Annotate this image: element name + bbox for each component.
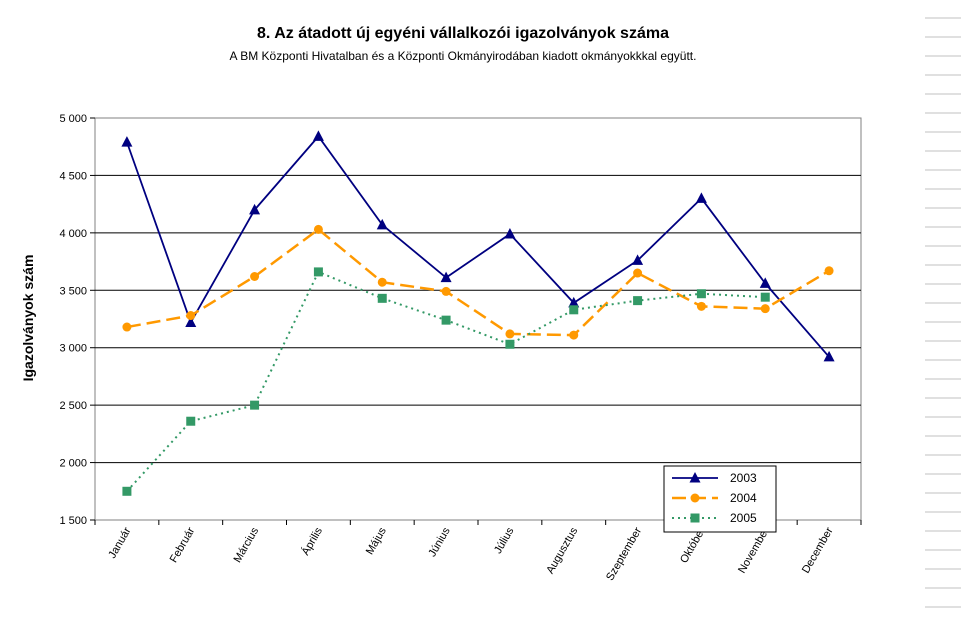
data-point bbox=[569, 305, 579, 315]
y-tick-label: 2 000 bbox=[59, 458, 87, 470]
data-point bbox=[313, 267, 323, 277]
data-point bbox=[632, 254, 644, 265]
y-tick-label: 2 500 bbox=[59, 400, 87, 412]
data-point bbox=[376, 218, 388, 230]
data-point bbox=[186, 416, 196, 426]
x-tick-label: Január bbox=[106, 525, 133, 560]
data-point bbox=[824, 266, 834, 276]
data-point bbox=[633, 296, 643, 306]
data-point bbox=[504, 228, 516, 239]
data-point bbox=[505, 329, 515, 339]
data-point bbox=[760, 304, 770, 314]
legend-marker bbox=[689, 472, 701, 483]
data-point bbox=[759, 277, 771, 288]
data-point bbox=[186, 311, 196, 321]
data-point bbox=[441, 286, 451, 296]
legend-label: 2004 bbox=[730, 491, 757, 505]
x-tick-label: Augusztus bbox=[544, 525, 580, 576]
chart-subtitle: A BM Központi Hivatalban és a Központi O… bbox=[230, 49, 697, 63]
data-point bbox=[312, 130, 324, 141]
data-point bbox=[633, 268, 643, 278]
y-tick-label: 3 000 bbox=[59, 343, 87, 355]
legend-marker bbox=[690, 493, 700, 503]
data-point bbox=[568, 296, 580, 308]
x-tick-label: Május bbox=[364, 525, 389, 557]
y-tick-label: 4 500 bbox=[59, 170, 87, 182]
data-point bbox=[250, 400, 260, 410]
y-axis-ticks: 1 500 2 000 2 500 3 000 3 500 4 000 4 500 5 000 bbox=[59, 113, 95, 527]
x-tick-label: Július bbox=[492, 525, 517, 556]
y-axis-label: Igazolványok szám bbox=[20, 255, 36, 382]
series-2005 bbox=[122, 267, 770, 496]
gridlines bbox=[95, 174, 861, 464]
x-tick-label: Február bbox=[168, 525, 198, 565]
data-point bbox=[440, 271, 452, 283]
legend-label: 2003 bbox=[730, 471, 757, 485]
edge-decoration bbox=[925, 17, 961, 608]
x-tick-label: Június bbox=[426, 525, 453, 559]
legend-marker bbox=[690, 513, 700, 523]
data-point bbox=[122, 486, 132, 496]
series-line bbox=[126, 227, 830, 337]
data-point bbox=[250, 272, 260, 282]
x-tick-label: December bbox=[800, 525, 836, 575]
data-point bbox=[313, 224, 323, 234]
x-tick-label: Március bbox=[232, 525, 262, 565]
data-point bbox=[505, 339, 515, 349]
data-point bbox=[760, 292, 770, 302]
data-point bbox=[823, 350, 835, 362]
x-tick-label: Szeptember bbox=[604, 525, 644, 583]
legend-label: 2005 bbox=[730, 511, 757, 525]
y-tick-label: 4 000 bbox=[59, 228, 87, 240]
data-point bbox=[696, 289, 706, 299]
series-layer bbox=[121, 130, 835, 496]
data-point bbox=[122, 322, 132, 332]
series-line bbox=[126, 134, 830, 358]
y-tick-label: 5 000 bbox=[59, 113, 87, 125]
data-point bbox=[377, 293, 387, 303]
data-point bbox=[377, 277, 387, 287]
series-2003 bbox=[121, 130, 835, 362]
y-tick-label: 3 500 bbox=[59, 285, 87, 297]
x-tick-label: November bbox=[736, 525, 772, 575]
legend: 2003 2004 2005 bbox=[663, 465, 777, 533]
x-tick-label: Április bbox=[299, 525, 325, 558]
chart-title: 8. Az átadott új egyéni vállalkozói igaz… bbox=[257, 25, 669, 42]
data-point bbox=[695, 192, 707, 203]
data-point bbox=[249, 203, 261, 215]
y-tick-label: 1 500 bbox=[59, 515, 87, 527]
series-2004 bbox=[122, 224, 834, 340]
plot-area bbox=[94, 117, 862, 521]
data-point bbox=[185, 316, 197, 327]
data-point bbox=[121, 136, 133, 147]
data-point bbox=[696, 301, 706, 311]
data-point bbox=[569, 330, 579, 340]
data-point bbox=[441, 315, 451, 325]
